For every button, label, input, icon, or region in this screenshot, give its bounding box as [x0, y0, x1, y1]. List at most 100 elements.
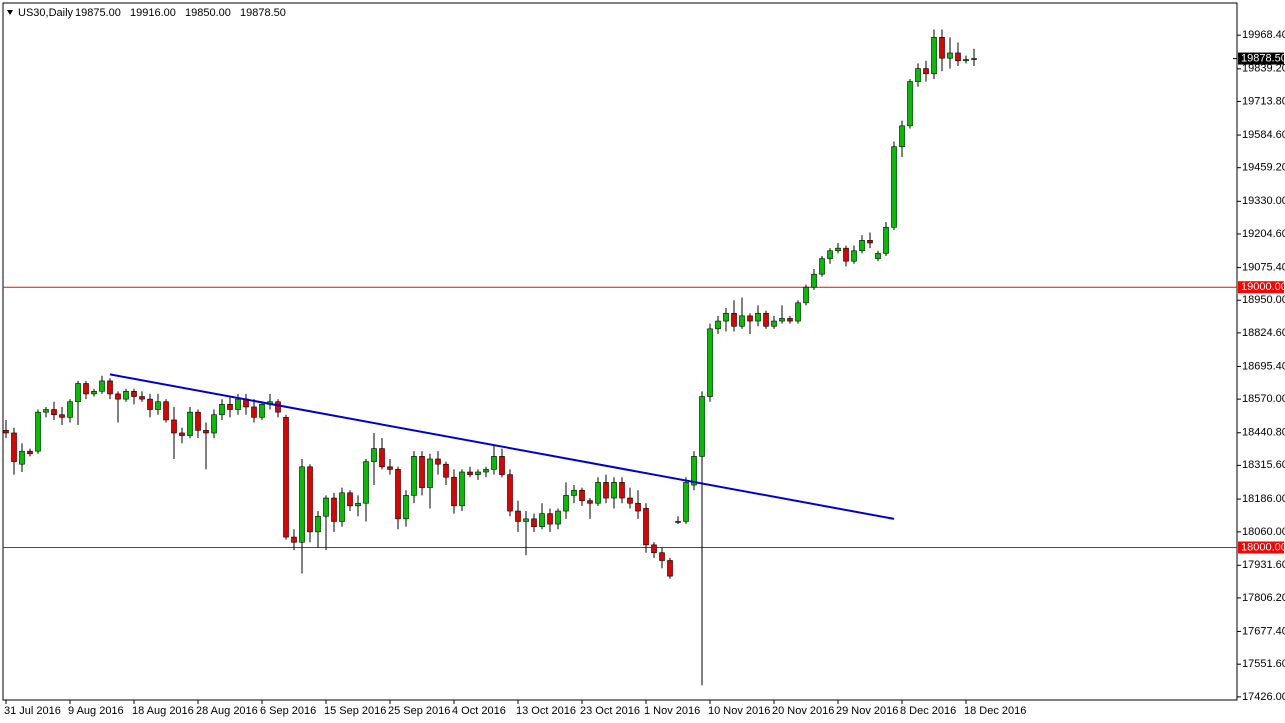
candle-body	[147, 398, 153, 410]
candle-body	[483, 469, 489, 473]
candle-body	[955, 52, 961, 62]
candle-body	[187, 411, 193, 436]
candle-body	[27, 450, 33, 455]
symbol-label: US30,Daily	[18, 7, 74, 19]
candle-body	[683, 482, 689, 522]
candle-body	[451, 476, 457, 507]
candle-body	[539, 513, 545, 527]
candle-body	[827, 250, 833, 259]
candle-body	[35, 411, 41, 452]
candle-body	[475, 471, 481, 475]
y-tick-label: 18824.60	[1242, 327, 1285, 339]
candle-body	[691, 456, 697, 486]
candle-body	[731, 312, 737, 327]
candle-body	[563, 495, 569, 512]
candle-body	[443, 463, 449, 478]
candle-body	[803, 286, 809, 304]
candle-body	[939, 37, 945, 59]
candle-body	[787, 318, 793, 322]
candle-body	[971, 58, 977, 60]
x-tick-label: 10 Nov 2016	[708, 705, 770, 717]
candle-body	[507, 474, 513, 512]
candle-body	[835, 247, 841, 252]
y-tick-label: 18440.80	[1242, 427, 1285, 439]
x-tick-label: 29 Nov 2016	[836, 705, 898, 717]
candle-body	[363, 461, 369, 504]
x-tick-label: 28 Aug 2016	[196, 705, 258, 717]
candle-body	[307, 466, 313, 533]
candle-body	[723, 312, 729, 322]
x-tick-label: 6 Sep 2016	[260, 705, 316, 717]
candle-body	[211, 414, 217, 434]
candle-body	[899, 125, 905, 147]
candle-body	[963, 59, 969, 62]
y-tick-label: 18570.00	[1242, 393, 1285, 405]
y-tick-label: 17426.00	[1242, 691, 1285, 703]
y-tick-label: 18950.00	[1242, 294, 1285, 306]
candle-body	[675, 521, 681, 523]
candle-body	[915, 68, 921, 82]
y-tick-label: 17677.40	[1242, 625, 1285, 637]
candle-body	[811, 273, 817, 288]
candle-body	[51, 409, 57, 416]
candle-body	[315, 515, 321, 533]
candle-body	[571, 489, 577, 496]
candle-body	[291, 536, 297, 543]
candle-body	[419, 456, 425, 488]
ohlc-value: 19875.00	[75, 7, 121, 19]
candle-body	[371, 448, 377, 462]
candle-body	[171, 419, 177, 434]
candle-body	[603, 482, 609, 499]
ohlc-value: 19916.00	[130, 7, 176, 19]
candle-body	[627, 497, 633, 504]
last-price-box	[1238, 52, 1284, 65]
candle-body	[771, 320, 777, 327]
candle-body	[923, 68, 929, 75]
y-tick-label: 18315.60	[1242, 459, 1285, 471]
candle-body	[763, 312, 769, 327]
candle-body	[531, 518, 537, 527]
candle-body	[67, 401, 73, 418]
candle-body	[179, 432, 185, 436]
candle-body	[251, 406, 257, 418]
last-price-label: 19878.50	[1241, 52, 1285, 64]
x-tick-label: 13 Oct 2016	[516, 705, 576, 717]
candle-body	[699, 396, 705, 457]
candle-body	[619, 482, 625, 499]
candle-body	[635, 502, 641, 512]
x-tick-label: 18 Aug 2016	[132, 705, 194, 717]
candle-body	[347, 492, 353, 507]
ohlc-value: 19850.00	[185, 7, 231, 19]
candle-body	[491, 456, 497, 470]
candle-body	[99, 380, 105, 392]
candle-body	[19, 450, 25, 465]
candle-body	[91, 391, 97, 395]
candle-body	[195, 411, 201, 431]
candle-body	[707, 328, 713, 397]
candle-body	[459, 471, 465, 507]
y-tick-label: 19713.80	[1242, 95, 1285, 107]
candle-body	[227, 404, 233, 410]
candle-body	[403, 495, 409, 520]
level-label-box	[1238, 541, 1284, 554]
candle-body	[819, 258, 825, 275]
candle-body	[715, 320, 721, 330]
candle-body	[547, 513, 553, 525]
y-tick-label: 19075.40	[1242, 261, 1285, 273]
candle-body	[107, 380, 113, 395]
y-tick-label: 17806.20	[1242, 592, 1285, 604]
y-tick-label: 19968.40	[1242, 29, 1285, 41]
candle-body	[131, 391, 137, 397]
x-tick-label: 8 Dec 2016	[900, 705, 956, 717]
candle-body	[395, 469, 401, 520]
y-tick-label: 19204.60	[1242, 228, 1285, 240]
candle-body	[155, 401, 161, 410]
candle-body	[427, 458, 433, 488]
candle-body	[651, 544, 657, 553]
candle-body	[163, 401, 169, 421]
ohlc-value: 19878.50	[240, 7, 286, 19]
y-tick-label: 17931.60	[1242, 559, 1285, 571]
plot-frame	[2, 2, 1238, 701]
